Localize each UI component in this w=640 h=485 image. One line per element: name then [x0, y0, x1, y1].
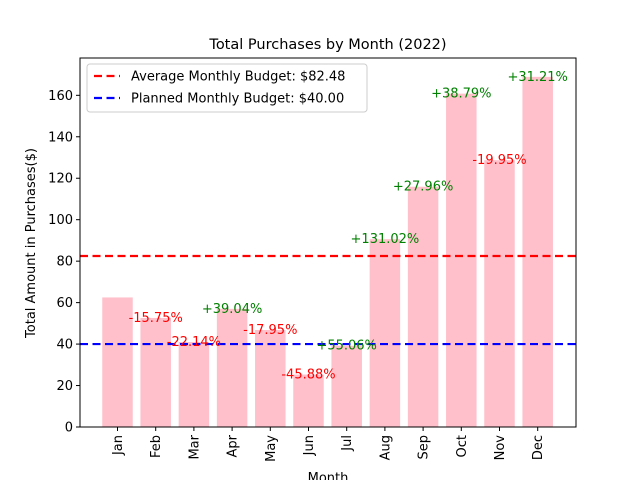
y-axis-label: Total Amount in Purchases($): [24, 148, 39, 339]
bar-jul: [331, 345, 362, 427]
bars-layer: [102, 76, 553, 427]
x-tick-label-dec: Dec: [531, 435, 546, 460]
change-label-oct: +38.79%: [431, 87, 491, 102]
y-tick-label: 120: [48, 172, 73, 187]
y-tick-label: 140: [48, 130, 73, 145]
bar-may: [255, 329, 286, 427]
change-label-jun: -45.88%: [281, 368, 335, 383]
change-labels-layer: -15.75% -22.14% +39.04% -17.95% -45.88% +55.0…: [129, 70, 568, 383]
y-tick-label: 60: [56, 296, 73, 311]
change-label-nov: -19.95%: [472, 153, 526, 168]
bar-sep: [407, 186, 439, 427]
x-tick-label-jul: Jul: [340, 435, 355, 452]
bar-mar: [178, 342, 210, 427]
x-tick-label-apr: Apr: [226, 434, 241, 457]
x-tick-label-aug: Aug: [378, 435, 393, 460]
y-tick-label: 20: [56, 379, 73, 394]
x-tick-label-sep: Sep: [417, 435, 432, 460]
bar-oct: [446, 93, 477, 427]
y-tick-label: 100: [48, 213, 73, 228]
change-label-dec: +31.21%: [507, 70, 567, 85]
bar-feb: [140, 317, 171, 427]
bar-apr: [216, 308, 248, 427]
x-tick-label-mar: Mar: [187, 434, 202, 459]
bar-jun: [293, 374, 324, 427]
change-label-mar: -22.14%: [167, 335, 221, 350]
legend-average-label: Average Monthly Budget: $82.48: [131, 70, 345, 85]
change-label-apr: +39.04%: [202, 302, 262, 317]
change-label-may: -17.95%: [243, 323, 297, 338]
x-tick-label-nov: Nov: [493, 435, 508, 461]
x-tick-label-oct: Oct: [455, 435, 470, 457]
legend-planned-label: Planned Monthly Budget: $40.00: [131, 92, 344, 107]
x-tick-label-jun: Jun: [302, 435, 317, 456]
x-tick-label-jan: Jan: [111, 435, 126, 456]
axes-layer: 0 20 40 60 80 100 120 140 160 Jan Feb Mar Apr May Jun J…: [48, 57, 577, 462]
change-label-aug: +131.02%: [351, 232, 420, 247]
y-tick-label: 80: [56, 255, 73, 270]
y-tick-label: 40: [56, 338, 73, 353]
chart-title: Total Purchases by Month (2022): [208, 37, 446, 53]
bar-jan: [102, 297, 133, 427]
plot-frame: [79, 57, 577, 428]
reference-lines-layer: [80, 254, 576, 346]
y-tick-label: 160: [48, 89, 73, 104]
bar-aug: [369, 239, 401, 427]
legend-box: [86, 63, 368, 113]
x-axis-label: Month: [308, 471, 349, 480]
bar-dec: [522, 76, 553, 427]
x-tick-label-feb: Feb: [149, 435, 164, 458]
change-label-feb: -15.75%: [129, 311, 183, 326]
legend: Average Monthly Budget: $82.48 Planned Mo…: [86, 63, 368, 113]
change-label-sep: +27.96%: [393, 180, 453, 195]
y-tick-label: 0: [65, 421, 73, 436]
bar-nov: [484, 160, 515, 427]
change-label-jul: +55.06%: [316, 339, 376, 354]
x-tick-label-may: May: [264, 435, 279, 462]
